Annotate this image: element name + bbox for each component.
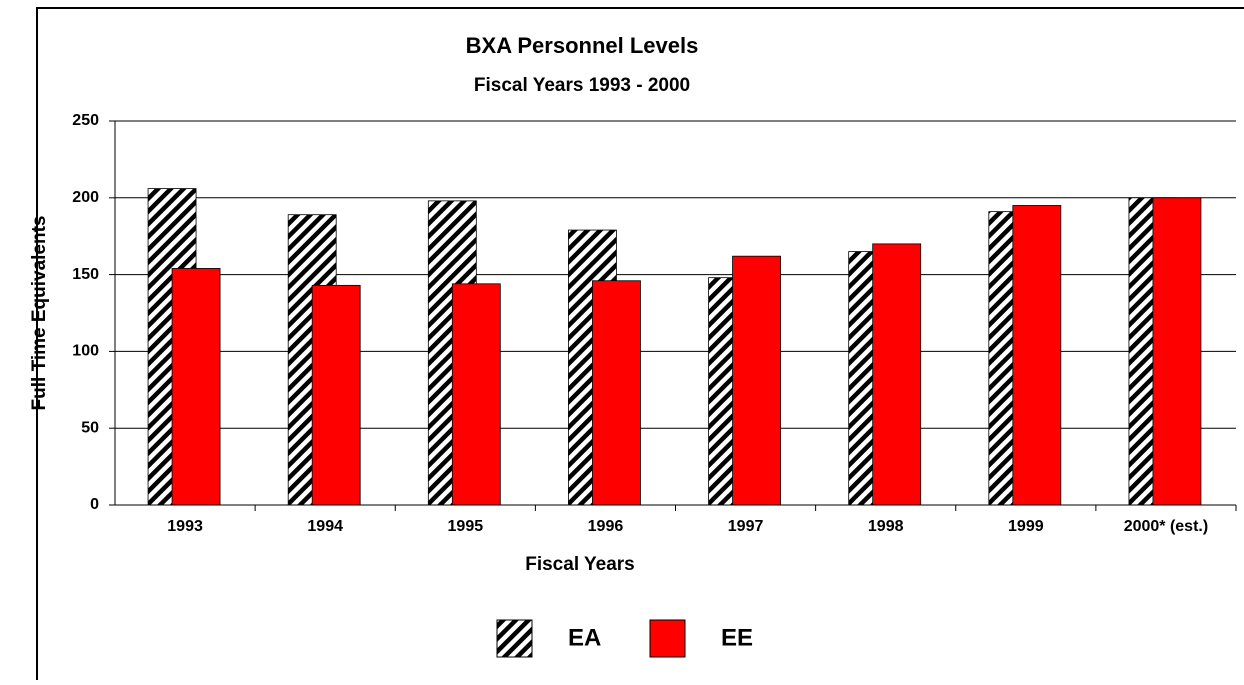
x-tick-label: 1996 — [588, 518, 624, 535]
y-tick-label: 0 — [90, 496, 99, 513]
x-tick-label: 1999 — [1008, 518, 1044, 535]
bar — [171, 268, 221, 506]
x-axis-label: Fiscal Years — [525, 554, 635, 575]
bar — [872, 243, 922, 506]
legend-label: EE — [721, 624, 753, 651]
x-tick-label: 1998 — [868, 518, 904, 535]
x-tick-label: 1995 — [448, 518, 484, 535]
chart-title: BXA Personnel Levels — [466, 33, 699, 58]
bar — [732, 255, 781, 506]
chart-subtitle: Fiscal Years 1993 - 2000 — [474, 75, 690, 96]
x-tick-label: 1994 — [307, 518, 343, 535]
bar — [592, 280, 641, 506]
x-tick-label: 2000* (est.) — [1124, 518, 1209, 535]
x-tick-label: 1997 — [728, 518, 764, 535]
bar — [451, 283, 501, 506]
y-tick-label: 100 — [72, 343, 99, 360]
x-tick-label: 1993 — [167, 518, 203, 535]
legend-label: EA — [568, 624, 601, 651]
y-tick-label: 150 — [72, 266, 99, 283]
y-axis-label: Full Time Equivalents — [29, 216, 50, 411]
y-tick-label: 200 — [72, 189, 99, 206]
bar — [1152, 197, 1202, 506]
bar — [1012, 205, 1062, 506]
legend-swatch — [496, 619, 533, 658]
y-tick-label: 250 — [72, 112, 99, 129]
y-tick-label: 50 — [81, 419, 99, 436]
frame — [36, 7, 1244, 685]
legend-swatch — [649, 619, 686, 658]
bar — [311, 284, 361, 506]
